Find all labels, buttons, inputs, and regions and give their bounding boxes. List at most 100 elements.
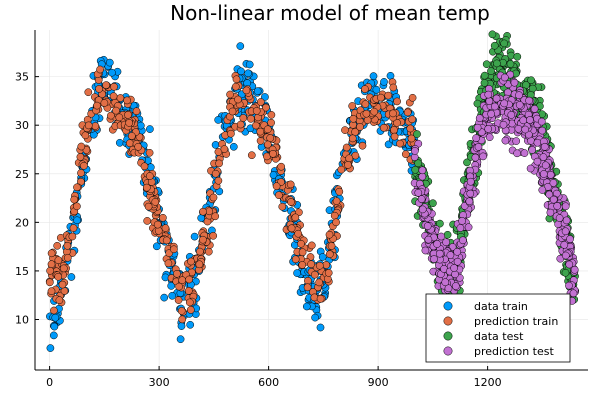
data-point [186, 306, 195, 314]
data-point [50, 306, 58, 315]
data-point [307, 260, 315, 269]
data-point [247, 114, 255, 123]
data-point [337, 165, 346, 174]
data-point [362, 109, 371, 118]
data-point [173, 269, 181, 278]
data-point [380, 78, 388, 86]
data-point [533, 157, 542, 166]
data-point [47, 287, 56, 296]
data-point [349, 114, 358, 123]
data-point [304, 276, 312, 285]
data-point [252, 107, 261, 115]
data-point [298, 261, 307, 269]
data-point [164, 259, 173, 268]
data-point [132, 107, 141, 116]
data-point [269, 171, 278, 179]
data-point [161, 224, 170, 232]
data-point [348, 102, 357, 110]
data-point [515, 91, 523, 100]
data-point [108, 68, 116, 77]
data-point [293, 269, 301, 277]
data-point [411, 165, 420, 174]
data-point [46, 344, 55, 352]
data-point [73, 183, 81, 192]
data-point [185, 275, 193, 284]
legend-label: data test [474, 330, 524, 343]
data-point [484, 90, 493, 99]
data-point [316, 323, 325, 332]
data-point [53, 241, 62, 250]
data-point [211, 169, 220, 178]
data-point [234, 95, 242, 104]
data-point [537, 117, 546, 126]
data-point [539, 153, 548, 161]
data-point [512, 137, 521, 145]
data-point [80, 161, 88, 170]
legend-label: prediction train [474, 315, 558, 328]
data-point [125, 139, 134, 148]
data-point [527, 76, 535, 85]
data-point [100, 99, 109, 107]
data-point [414, 188, 423, 197]
data-point [77, 169, 85, 177]
data-point [407, 134, 416, 143]
data-point [262, 103, 270, 112]
data-point [211, 212, 220, 221]
data-point [456, 224, 465, 232]
data-point [525, 96, 533, 105]
data-point [446, 251, 455, 259]
data-point [466, 177, 475, 186]
data-point [291, 255, 300, 264]
data-point [539, 170, 548, 178]
data-point [430, 255, 438, 263]
data-point [60, 287, 69, 295]
data-point [318, 253, 327, 261]
data-point [414, 159, 423, 168]
data-point [384, 91, 393, 100]
y-tick-label: 20 [15, 216, 29, 229]
data-point [356, 123, 364, 131]
data-point [408, 93, 417, 102]
data-point [444, 284, 453, 293]
data-point [236, 120, 245, 129]
data-point [195, 260, 204, 269]
data-point [303, 283, 312, 292]
data-point [473, 99, 482, 108]
data-point [140, 162, 149, 171]
data-point [549, 195, 558, 204]
data-point [151, 198, 160, 206]
data-point [533, 138, 542, 147]
x-tick-label: 300 [149, 376, 170, 389]
data-point [436, 219, 444, 228]
data-point [229, 142, 238, 151]
data-point [245, 60, 254, 69]
data-point [484, 125, 493, 133]
data-point [348, 134, 357, 143]
data-point [115, 113, 124, 122]
data-point [91, 122, 100, 130]
data-point [565, 281, 573, 290]
data-point [184, 286, 193, 295]
data-point [291, 213, 300, 222]
data-point [485, 97, 494, 105]
data-point [506, 60, 515, 68]
data-point [51, 313, 60, 322]
data-point [389, 83, 398, 92]
legend-marker [443, 346, 453, 356]
data-point [480, 71, 489, 80]
data-point [562, 216, 571, 225]
data-point [322, 261, 331, 269]
x-tick-label: 900 [368, 376, 389, 389]
data-point [423, 222, 432, 230]
data-point [411, 147, 419, 155]
data-point [127, 132, 136, 140]
data-point [236, 42, 245, 50]
data-point [267, 118, 275, 127]
data-point [146, 163, 155, 172]
data-point [145, 172, 154, 180]
data-point [190, 232, 199, 241]
data-point [492, 94, 501, 103]
data-point [73, 216, 81, 225]
data-point [69, 224, 78, 232]
